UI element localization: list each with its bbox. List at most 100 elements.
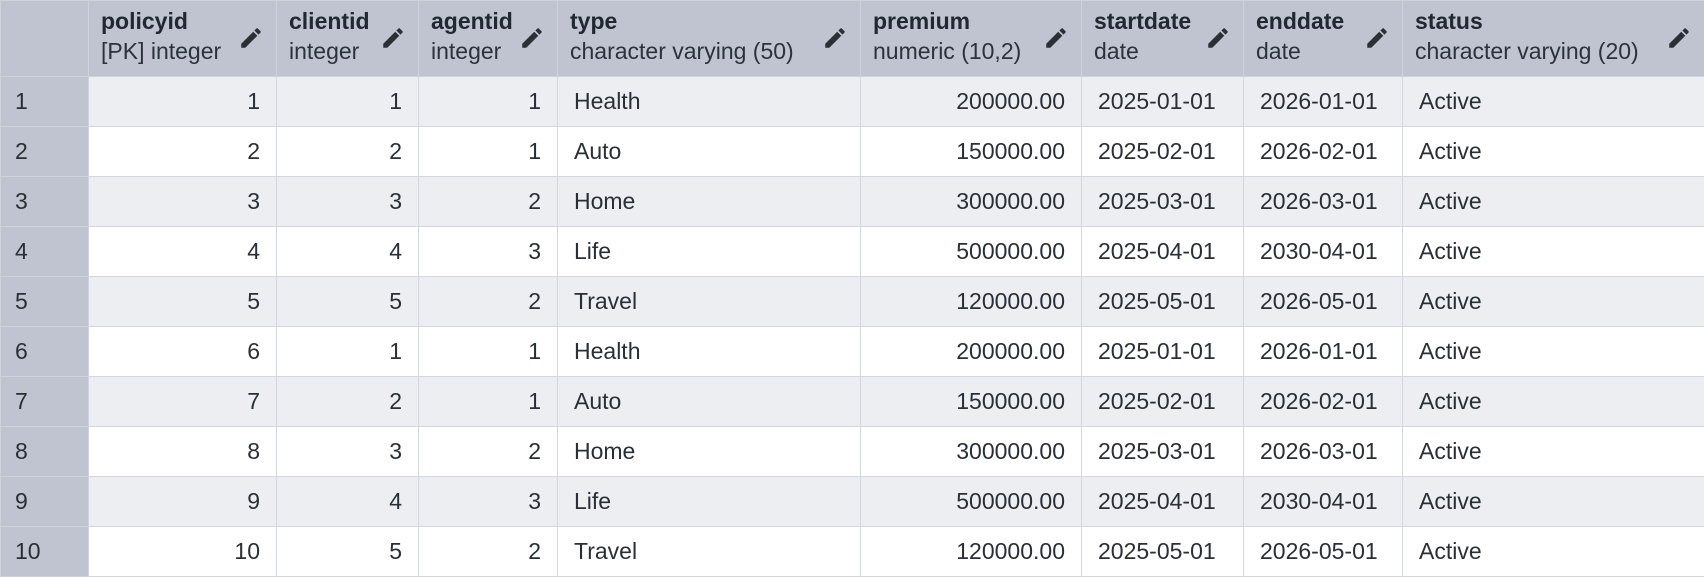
cell-premium[interactable]: 300000.00 [860,426,1082,477]
cell-startdate[interactable]: 2025-01-01 [1081,76,1244,127]
cell-status[interactable]: Active [1402,126,1704,177]
cell-agentid[interactable]: 1 [418,76,558,127]
cell-clientid[interactable]: 2 [276,376,419,427]
cell-premium[interactable]: 500000.00 [860,226,1082,277]
table-row[interactable]: 4 4 4 3 Life 500000.00 2025-04-01 2030-04-01 Act… [0,226,1704,277]
cell-agentid[interactable]: 1 [418,376,558,427]
cell-startdate[interactable]: 2025-03-01 [1081,176,1244,227]
cell-type[interactable]: Travel [557,526,861,577]
cell-premium[interactable]: 120000.00 [860,276,1082,327]
cell-type[interactable]: Auto [557,376,861,427]
cell-type[interactable]: Life [557,476,861,527]
cell-type[interactable]: Travel [557,276,861,327]
cell-policyid[interactable]: 3 [88,176,277,227]
cell-premium[interactable]: 300000.00 [860,176,1082,227]
pencil-icon[interactable] [380,25,406,51]
cell-premium[interactable]: 120000.00 [860,526,1082,577]
cell-startdate[interactable]: 2025-04-01 [1081,226,1244,277]
table-row[interactable]: 3 3 3 2 Home 300000.00 2025-03-01 2026-03-01 Act… [0,176,1704,227]
cell-enddate[interactable]: 2026-01-01 [1243,76,1403,127]
cell-status[interactable]: Active [1402,276,1704,327]
cell-type[interactable]: Health [557,76,861,127]
cell-agentid[interactable]: 2 [418,526,558,577]
cell-startdate[interactable]: 2025-05-01 [1081,526,1244,577]
cell-startdate[interactable]: 2025-02-01 [1081,376,1244,427]
cell-clientid[interactable]: 2 [276,126,419,177]
cell-agentid[interactable]: 1 [418,126,558,177]
row-number[interactable]: 1 [0,76,89,127]
cell-enddate[interactable]: 2026-03-01 [1243,176,1403,227]
cell-enddate[interactable]: 2026-03-01 [1243,426,1403,477]
cell-policyid[interactable]: 10 [88,526,277,577]
table-row[interactable]: 8 8 3 2 Home 300000.00 2025-03-01 2026-03-01 Act… [0,426,1704,477]
cell-type[interactable]: Health [557,326,861,377]
cell-type[interactable]: Home [557,426,861,477]
cell-enddate[interactable]: 2030-04-01 [1243,476,1403,527]
cell-status[interactable]: Active [1402,426,1704,477]
cell-clientid[interactable]: 3 [276,426,419,477]
cell-startdate[interactable]: 2025-04-01 [1081,476,1244,527]
cell-clientid[interactable]: 4 [276,476,419,527]
cell-agentid[interactable]: 2 [418,276,558,327]
table-row[interactable]: 10 10 5 2 Travel 120000.00 2025-05-01 2026-05-0… [0,526,1704,577]
column-header-startdate[interactable]: startdate date [1081,0,1244,77]
cell-status[interactable]: Active [1402,176,1704,227]
cell-enddate[interactable]: 2026-05-01 [1243,526,1403,577]
cell-clientid[interactable]: 5 [276,276,419,327]
cell-premium[interactable]: 200000.00 [860,326,1082,377]
pencil-icon[interactable] [238,25,264,51]
row-number[interactable]: 4 [0,226,89,277]
cell-status[interactable]: Active [1402,526,1704,577]
table-row[interactable]: 2 2 2 1 Auto 150000.00 2025-02-01 2026-02-01 Act… [0,126,1704,177]
cell-enddate[interactable]: 2026-02-01 [1243,126,1403,177]
select-all-corner[interactable] [0,0,89,77]
table-row[interactable]: 1 1 1 1 Health 200000.00 2025-01-01 2026-01-01 A… [0,76,1704,127]
column-header-agentid[interactable]: agentid integer [418,0,558,77]
cell-status[interactable]: Active [1402,376,1704,427]
cell-startdate[interactable]: 2025-03-01 [1081,426,1244,477]
pencil-icon[interactable] [1205,25,1231,51]
cell-type[interactable]: Auto [557,126,861,177]
cell-startdate[interactable]: 2025-05-01 [1081,276,1244,327]
cell-policyid[interactable]: 4 [88,226,277,277]
column-header-status[interactable]: status character varying (20) [1402,0,1704,77]
cell-policyid[interactable]: 1 [88,76,277,127]
cell-premium[interactable]: 500000.00 [860,476,1082,527]
table-row[interactable]: 6 6 1 1 Health 200000.00 2025-01-01 2026-01-01 A… [0,326,1704,377]
cell-type[interactable]: Home [557,176,861,227]
pencil-icon[interactable] [822,25,848,51]
cell-status[interactable]: Active [1402,476,1704,527]
cell-clientid[interactable]: 3 [276,176,419,227]
column-header-clientid[interactable]: clientid integer [276,0,419,77]
cell-enddate[interactable]: 2030-04-01 [1243,226,1403,277]
pencil-icon[interactable] [519,25,545,51]
cell-enddate[interactable]: 2026-02-01 [1243,376,1403,427]
row-number[interactable]: 10 [0,526,89,577]
cell-clientid[interactable]: 1 [276,76,419,127]
table-row[interactable]: 9 9 4 3 Life 500000.00 2025-04-01 2030-04-01 Act… [0,476,1704,527]
cell-agentid[interactable]: 3 [418,476,558,527]
cell-status[interactable]: Active [1402,76,1704,127]
cell-clientid[interactable]: 1 [276,326,419,377]
pencil-icon[interactable] [1666,25,1692,51]
cell-type[interactable]: Life [557,226,861,277]
row-number[interactable]: 5 [0,276,89,327]
cell-agentid[interactable]: 3 [418,226,558,277]
cell-policyid[interactable]: 5 [88,276,277,327]
cell-policyid[interactable]: 2 [88,126,277,177]
cell-status[interactable]: Active [1402,326,1704,377]
cell-premium[interactable]: 150000.00 [860,376,1082,427]
cell-clientid[interactable]: 5 [276,526,419,577]
cell-policyid[interactable]: 9 [88,476,277,527]
cell-policyid[interactable]: 7 [88,376,277,427]
cell-premium[interactable]: 150000.00 [860,126,1082,177]
row-number[interactable]: 7 [0,376,89,427]
column-header-type[interactable]: type character varying (50) [557,0,861,77]
row-number[interactable]: 9 [0,476,89,527]
row-number[interactable]: 2 [0,126,89,177]
column-header-premium[interactable]: premium numeric (10,2) [860,0,1082,77]
cell-status[interactable]: Active [1402,226,1704,277]
cell-premium[interactable]: 200000.00 [860,76,1082,127]
cell-agentid[interactable]: 2 [418,176,558,227]
pencil-icon[interactable] [1043,25,1069,51]
